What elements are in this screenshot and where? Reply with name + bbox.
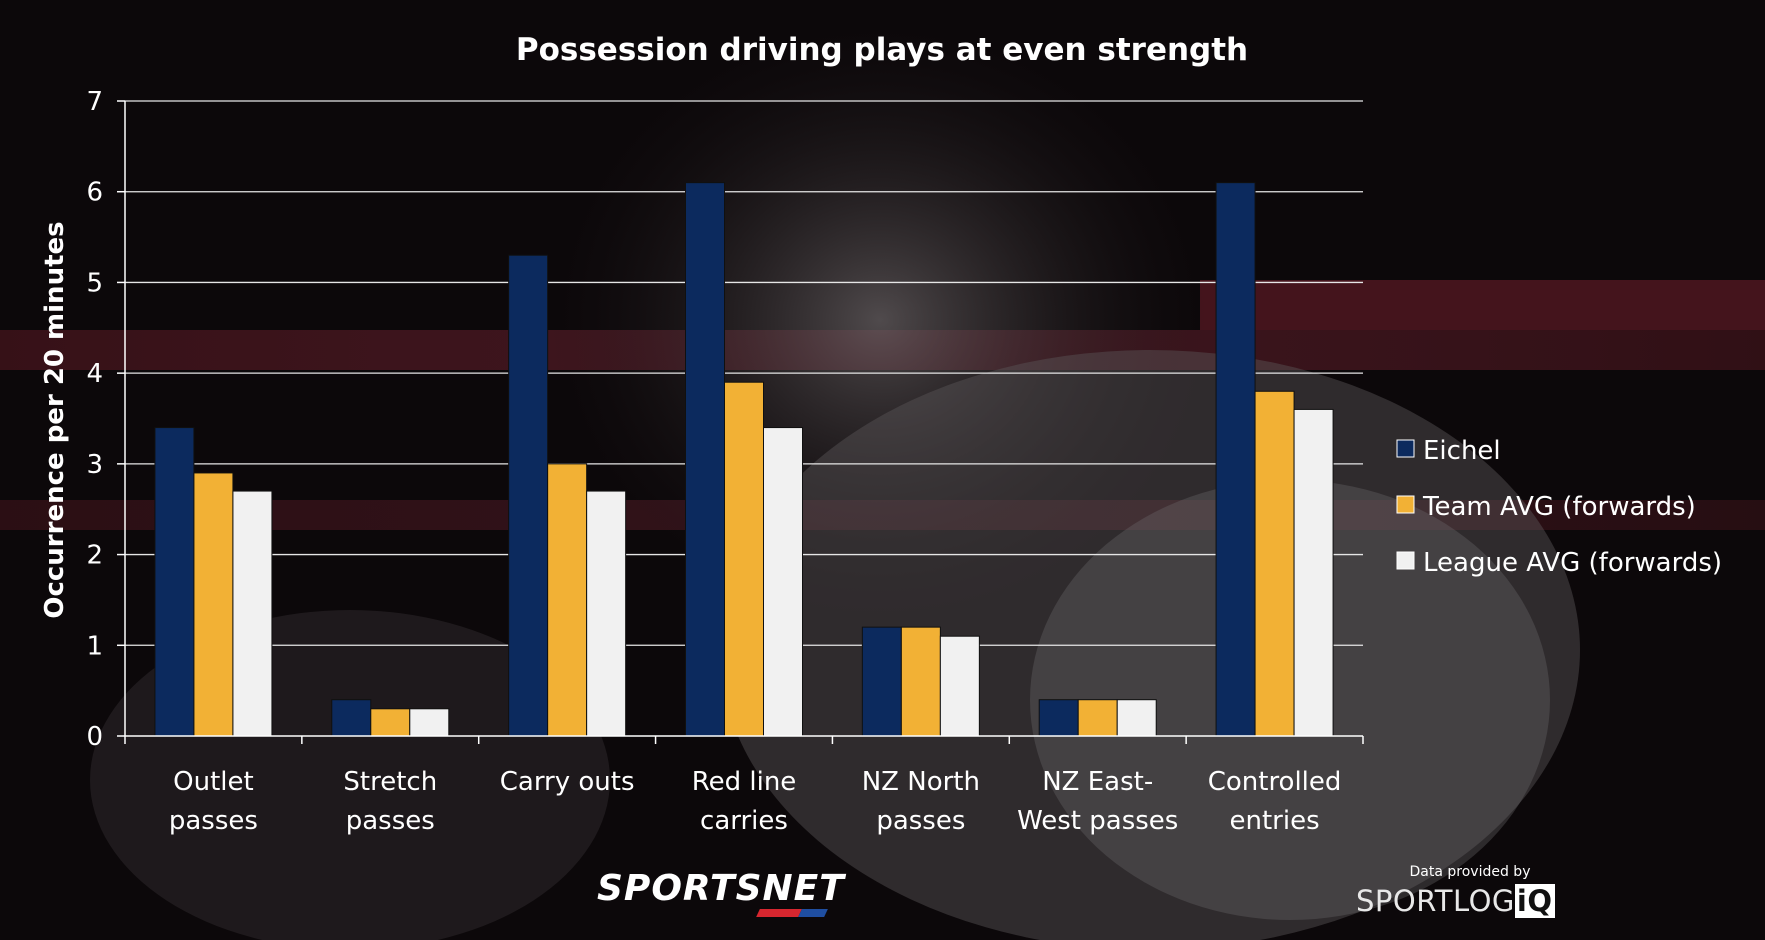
- sportlogiq-logo-iq: iQ: [1514, 884, 1555, 918]
- y-tick-label: 6: [86, 178, 103, 208]
- bars: [154, 182, 1334, 737]
- x-category-label: passes: [876, 806, 965, 836]
- sportsnet-logo: SPORTSNET: [597, 868, 845, 909]
- x-category-label: NZ East-: [1042, 767, 1153, 797]
- legend-label: Team AVG (forwards): [1422, 492, 1696, 522]
- bar-league-avg-forwards-1: [409, 708, 450, 737]
- bar-team-avg-forwards-3: [724, 381, 764, 737]
- bar-league-avg-forwards-0: [232, 490, 273, 737]
- legend-swatch: [1396, 551, 1415, 570]
- bar-team-avg-forwards-2: [547, 463, 588, 737]
- bar-league-avg-forwards-4: [939, 635, 980, 737]
- data-provider-label: Data provided by: [1409, 864, 1531, 880]
- bar-league-avg-forwards-2: [586, 490, 627, 737]
- x-category-label: Red line: [692, 767, 797, 797]
- x-category-label: passes: [346, 806, 435, 836]
- legend-swatch: [1396, 439, 1415, 458]
- bar-team-avg-forwards-6: [1254, 390, 1295, 737]
- sportlogiq-logo: SPORTLOGiQ: [1356, 884, 1555, 918]
- axes: [124, 101, 1364, 744]
- bar-team-avg-forwards-4: [900, 626, 941, 737]
- bar-team-avg-forwards-0: [193, 472, 234, 737]
- bar-eichel-3: [685, 182, 725, 737]
- y-axis-label: Occurrence per 20 minutes: [40, 221, 70, 618]
- y-tick-label: 0: [86, 722, 103, 752]
- x-category-label: carries: [700, 806, 788, 836]
- sportsnet-logo-stripe-blue: [798, 909, 828, 917]
- bar-eichel-0: [154, 427, 195, 737]
- legend-label: Eichel: [1423, 436, 1501, 466]
- bar-eichel-4: [861, 626, 902, 737]
- chart-title: Possession driving plays at even strengt…: [516, 32, 1248, 68]
- bar-eichel-5: [1038, 699, 1079, 737]
- legend-swatch: [1396, 495, 1415, 514]
- y-tick-label: 5: [86, 268, 103, 298]
- x-category-label: Stretch: [343, 767, 437, 797]
- bar-eichel-1: [331, 699, 372, 737]
- x-category-label: Carry outs: [500, 767, 635, 797]
- bar-team-avg-forwards-5: [1077, 699, 1118, 737]
- bar-league-avg-forwards-5: [1116, 699, 1157, 737]
- x-category-label: NZ North: [862, 767, 980, 797]
- legend-label: League AVG (forwards): [1423, 548, 1722, 578]
- bar-league-avg-forwards-6: [1293, 408, 1334, 737]
- sportsnet-logo-stripe-red: [756, 909, 802, 917]
- y-tick-label: 2: [86, 541, 103, 571]
- bar-team-avg-forwards-1: [370, 708, 411, 737]
- sportlogiq-logo-main: SPORTLOG: [1356, 884, 1515, 918]
- bar-eichel-2: [508, 254, 549, 737]
- legend: Eichel Team AVG (forwards) League AVG (for…: [1396, 436, 1722, 578]
- x-category-label: Controlled: [1208, 767, 1342, 797]
- x-category-label: entries: [1230, 806, 1320, 836]
- y-tick-label: 7: [86, 87, 103, 117]
- y-tick-label: 1: [86, 631, 103, 661]
- x-category-label: Outlet: [173, 767, 254, 797]
- y-tick-label: 4: [86, 359, 103, 389]
- x-category-labels: Outlet passes Stretch passes Carry outs Red l…: [169, 767, 1342, 836]
- bar-league-avg-forwards-3: [763, 427, 803, 737]
- y-tick-labels: 0 1 2 3 4 5 6 7: [86, 87, 103, 752]
- y-tick-label: 3: [86, 450, 103, 480]
- bar-eichel-6: [1215, 182, 1256, 737]
- x-category-label: passes: [169, 806, 258, 836]
- x-category-label: West passes: [1017, 806, 1178, 836]
